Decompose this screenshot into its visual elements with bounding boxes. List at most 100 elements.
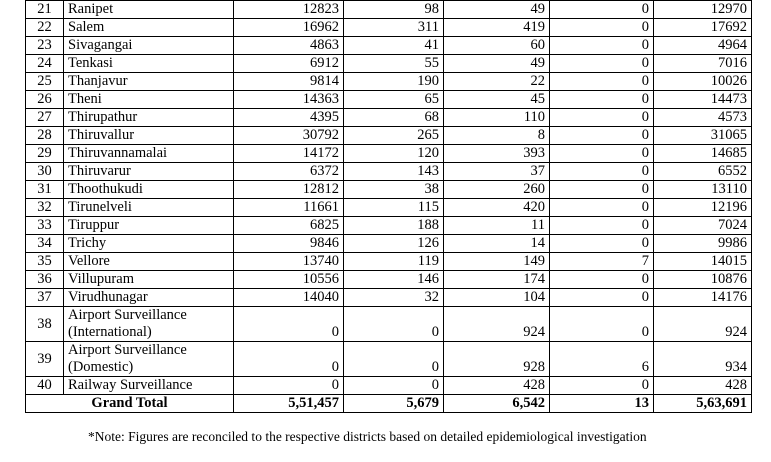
count-cell: 928	[443, 341, 550, 377]
footnote: *Note: Figures are reconciled to the res…	[88, 429, 647, 444]
count-cell: 49	[443, 54, 550, 73]
count-cell: 4573	[653, 108, 752, 127]
serial-number: 37	[25, 288, 64, 307]
count-cell: 0	[549, 36, 654, 55]
count-cell: 0	[233, 306, 344, 342]
count-cell: 9846	[233, 234, 344, 253]
table-row: 32 Tirunelveli 11661 115 420 0 12196	[25, 198, 752, 217]
count-cell: 49	[443, 0, 550, 19]
count-cell: 0	[549, 288, 654, 307]
count-cell: 174	[443, 270, 550, 289]
serial-number: 40	[25, 376, 64, 395]
count-cell: 924	[653, 306, 752, 342]
table-row: 35 Vellore 13740 119 149 7 14015	[25, 252, 752, 271]
serial-number: 28	[25, 126, 64, 145]
district-name: Salem	[63, 18, 234, 37]
count-cell: 68	[343, 108, 444, 127]
total-label: Grand Total	[25, 394, 234, 413]
district-name: Ranipet	[63, 0, 234, 19]
count-cell: 14172	[233, 144, 344, 163]
count-cell: 0	[549, 54, 654, 73]
district-name: Villupuram	[63, 270, 234, 289]
count-cell: 10876	[653, 270, 752, 289]
table-row: 21 Ranipet 12823 98 49 0 12970	[25, 0, 752, 19]
count-cell: 38	[343, 180, 444, 199]
count-cell: 32	[343, 288, 444, 307]
count-cell: 260	[443, 180, 550, 199]
district-name: Thiruvannamalai	[63, 144, 234, 163]
district-name: Thiruvarur	[63, 162, 234, 181]
count-cell: 31065	[653, 126, 752, 145]
district-name: Trichy	[63, 234, 234, 253]
count-cell: 104	[443, 288, 550, 307]
serial-number: 35	[25, 252, 64, 271]
count-cell: 934	[653, 341, 752, 377]
serial-number: 33	[25, 216, 64, 235]
count-cell: 428	[443, 376, 550, 395]
serial-number: 22	[25, 18, 64, 37]
count-cell: 4395	[233, 108, 344, 127]
serial-number: 39	[25, 341, 64, 377]
count-cell: 65	[343, 90, 444, 109]
serial-number: 32	[25, 198, 64, 217]
district-name: Thoothukudi	[63, 180, 234, 199]
count-cell: 17692	[653, 18, 752, 37]
count-cell: 14363	[233, 90, 344, 109]
count-cell: 188	[343, 216, 444, 235]
count-cell: 16962	[233, 18, 344, 37]
serial-number: 24	[25, 54, 64, 73]
count-cell: 0	[549, 162, 654, 181]
count-cell: 6552	[653, 162, 752, 181]
count-cell: 6825	[233, 216, 344, 235]
count-cell: 10026	[653, 72, 752, 91]
count-cell: 9986	[653, 234, 752, 253]
count-cell: 146	[343, 270, 444, 289]
count-cell: 126	[343, 234, 444, 253]
count-cell: 14040	[233, 288, 344, 307]
count-cell: 8	[443, 126, 550, 145]
district-name: Sivagangai	[63, 36, 234, 55]
count-cell: 393	[443, 144, 550, 163]
count-cell: 428	[653, 376, 752, 395]
count-cell: 0	[549, 144, 654, 163]
count-cell: 13110	[653, 180, 752, 199]
count-cell: 4964	[653, 36, 752, 55]
serial-number: 25	[25, 72, 64, 91]
count-cell: 265	[343, 126, 444, 145]
table-row: 26 Theni 14363 65 45 0 14473	[25, 90, 752, 109]
count-cell: 0	[343, 341, 444, 377]
count-cell: 41	[343, 36, 444, 55]
count-cell: 55	[343, 54, 444, 73]
count-cell: 7024	[653, 216, 752, 235]
count-cell: 14473	[653, 90, 752, 109]
count-cell: 37	[443, 162, 550, 181]
count-cell: 12196	[653, 198, 752, 217]
count-cell: 0	[549, 306, 654, 342]
count-cell: 0	[233, 376, 344, 395]
table-row: 40 Railway Surveillance 0 0 428 0 428	[25, 376, 752, 395]
serial-number: 34	[25, 234, 64, 253]
district-table: 21 Ranipet 12823 98 49 0 12970 22 Salem 16962 311 4…	[25, 0, 752, 413]
count-cell: 14176	[653, 288, 752, 307]
count-cell: 0	[549, 234, 654, 253]
count-cell: 0	[549, 216, 654, 235]
table-row: 24 Tenkasi 6912 55 49 0 7016	[25, 54, 752, 73]
table-row: 28 Thiruvallur 30792 265 8 0 31065	[25, 126, 752, 145]
count-cell: 420	[443, 198, 550, 217]
count-cell: 0	[549, 90, 654, 109]
serial-number: 27	[25, 108, 64, 127]
district-name: Vellore	[63, 252, 234, 271]
count-cell: 11	[443, 216, 550, 235]
count-cell: 60	[443, 36, 550, 55]
count-cell: 12823	[233, 0, 344, 19]
count-cell: 0	[549, 376, 654, 395]
count-cell: 419	[443, 18, 550, 37]
total-cell: 6,542	[443, 394, 550, 413]
count-cell: 0	[549, 270, 654, 289]
count-cell: 98	[343, 0, 444, 19]
total-row: Grand Total 5,51,457 5,679 6,542 13 5,63,691	[25, 394, 752, 413]
district-name: Thanjavur	[63, 72, 234, 91]
count-cell: 0	[343, 376, 444, 395]
table-row: 37 Virudhunagar 14040 32 104 0 14176	[25, 288, 752, 307]
